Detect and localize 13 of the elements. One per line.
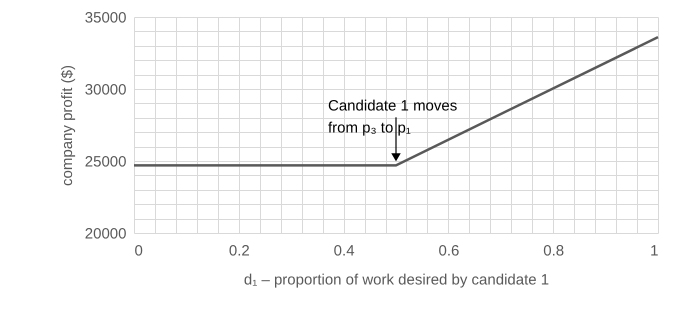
x-axis-title: d₁ – proportion of work desired by candidate 1 — [244, 272, 550, 288]
annotation: Candidate 1 moves from p₃ to p₁ — [328, 97, 458, 136]
x-tick-label: 0 — [134, 242, 143, 260]
y-tick-label: 30000 — [84, 82, 126, 98]
y-tick-label: 25000 — [84, 154, 126, 170]
x-tick-label: 0.6 — [438, 242, 460, 260]
x-tick-label: 0.4 — [334, 242, 355, 260]
x-tick-label: 1 — [650, 242, 658, 260]
x-tick-label: 0.8 — [543, 242, 564, 260]
y-tick-label: 20000 — [84, 226, 126, 242]
y-axis-title: company profit ($) — [58, 65, 76, 186]
y-tick-label: 35000 — [84, 10, 126, 26]
x-tick-label: 0.2 — [228, 242, 250, 260]
